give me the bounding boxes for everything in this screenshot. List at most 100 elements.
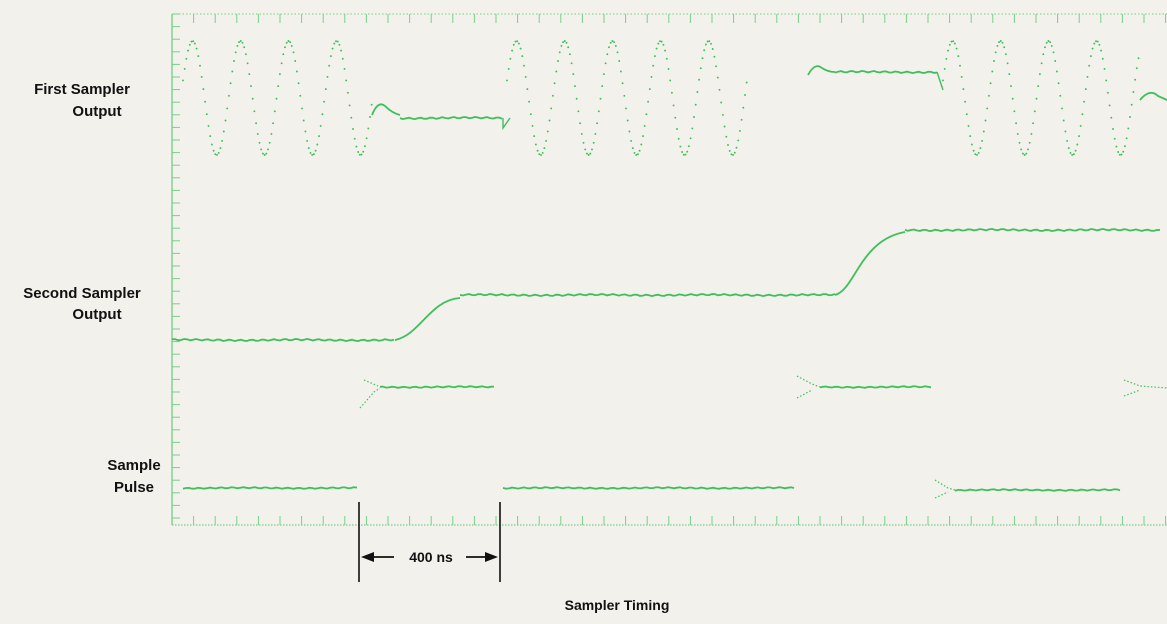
first-sampler-sine-burst-3 bbox=[942, 40, 1140, 156]
trace-dot bbox=[730, 153, 733, 156]
trace-dot bbox=[1108, 104, 1111, 107]
trace-dot bbox=[224, 119, 227, 122]
trace-dot bbox=[984, 119, 987, 122]
trace-dot bbox=[563, 40, 566, 42]
first-sampler-label-line2: Output bbox=[72, 103, 121, 120]
trace-dot bbox=[1055, 70, 1058, 73]
trace-dot bbox=[672, 104, 675, 107]
trace-dot bbox=[1050, 44, 1053, 47]
trace-dot bbox=[943, 67, 946, 70]
trace-dot bbox=[314, 149, 317, 152]
second-sampler-rise-2 bbox=[834, 231, 906, 296]
trace-dot bbox=[991, 70, 994, 73]
trace-dot bbox=[1125, 137, 1128, 140]
trace-dot bbox=[667, 67, 670, 70]
trace-dot bbox=[248, 73, 251, 76]
trace-dot bbox=[567, 46, 570, 49]
trace-dot bbox=[674, 116, 677, 119]
trace-dot bbox=[1079, 124, 1082, 127]
trace-dot bbox=[633, 151, 636, 154]
first-sampler-step-1 bbox=[502, 117, 511, 131]
trace-dot bbox=[1059, 94, 1062, 97]
trace-dot bbox=[964, 100, 967, 103]
trace-dot bbox=[287, 40, 290, 42]
trace-dot bbox=[239, 40, 242, 42]
trace-dot bbox=[721, 113, 724, 116]
trace-dot bbox=[295, 70, 298, 73]
trace-dot bbox=[957, 55, 960, 58]
trace-dot bbox=[687, 145, 690, 148]
trace-dot bbox=[987, 94, 990, 97]
trace-dot bbox=[1106, 91, 1109, 94]
trace-dot bbox=[584, 148, 587, 151]
trace-dot bbox=[967, 124, 970, 127]
trace-dot bbox=[716, 76, 719, 79]
trace-dot bbox=[723, 125, 726, 128]
figure-caption: Sampler Timing bbox=[565, 597, 670, 613]
trace-dot bbox=[740, 118, 743, 121]
trace-dot bbox=[1110, 116, 1113, 119]
trace-dot bbox=[304, 130, 307, 133]
sample-pulse-high-2 bbox=[819, 385, 932, 389]
trace-dot bbox=[660, 40, 663, 43]
trace-dot bbox=[745, 81, 748, 84]
trace-dot bbox=[1033, 110, 1036, 113]
trace-dot bbox=[599, 97, 602, 100]
trace-dot bbox=[222, 130, 225, 133]
trace-dot bbox=[238, 41, 241, 44]
first-sampler-hold-1 bbox=[399, 115, 503, 121]
trace-dot bbox=[642, 135, 644, 138]
trace-dot bbox=[256, 132, 259, 135]
trace-dot bbox=[555, 70, 558, 73]
trace-dot bbox=[312, 153, 315, 156]
trace-dot bbox=[1052, 51, 1055, 54]
trace-dot bbox=[1117, 151, 1120, 153]
interval-right-arrowhead bbox=[485, 552, 498, 562]
trace-dot bbox=[1057, 82, 1060, 85]
trace-dot bbox=[616, 51, 619, 54]
trace-dot bbox=[631, 147, 634, 150]
trace-dot bbox=[336, 40, 339, 43]
trace-dot bbox=[292, 51, 295, 54]
trace-dot bbox=[681, 151, 684, 153]
trace-dot bbox=[942, 79, 944, 82]
trace-dot bbox=[357, 151, 360, 153]
trace-dot bbox=[703, 49, 706, 52]
trace-dot bbox=[601, 85, 604, 88]
trace-labels: First Sampler Output Second Sampler Outp… bbox=[23, 81, 160, 496]
trace-dot bbox=[638, 149, 641, 152]
trace-dot bbox=[263, 154, 266, 156]
trace-dot bbox=[521, 55, 524, 58]
trace-dot bbox=[185, 57, 188, 60]
trace-dot bbox=[1096, 40, 1099, 43]
trace-dot bbox=[744, 94, 746, 96]
trace-dot bbox=[309, 151, 312, 154]
trace-dot bbox=[207, 124, 210, 127]
trace-dot bbox=[1091, 47, 1094, 50]
trace-dot bbox=[534, 143, 537, 146]
trace-dot bbox=[324, 88, 327, 91]
sample-pulse-label-line1: Sample bbox=[107, 457, 160, 474]
first-sampler-output-trace bbox=[182, 40, 1167, 156]
trace-dot bbox=[1118, 153, 1121, 156]
trace-dot bbox=[212, 149, 215, 152]
trace-dot bbox=[694, 103, 697, 106]
trace-dot bbox=[625, 107, 627, 110]
trace-dot bbox=[1016, 132, 1019, 135]
trace-dot bbox=[558, 51, 561, 54]
second-sampler-label-line2: Output bbox=[72, 306, 121, 323]
trace-dot bbox=[348, 104, 351, 107]
trace-dot bbox=[255, 122, 258, 125]
trace-dot bbox=[557, 60, 559, 62]
trace-dot bbox=[1015, 122, 1018, 125]
trace-dot bbox=[727, 144, 729, 146]
trace-dot bbox=[652, 64, 655, 67]
trace-dot bbox=[1066, 139, 1069, 142]
trace-dot bbox=[1115, 145, 1118, 148]
trace-dot bbox=[302, 119, 305, 122]
trace-dot bbox=[261, 152, 264, 155]
trace-dot bbox=[299, 94, 302, 97]
trace-dot bbox=[234, 51, 237, 54]
trace-dot bbox=[195, 47, 198, 50]
trace-dot bbox=[579, 122, 582, 125]
